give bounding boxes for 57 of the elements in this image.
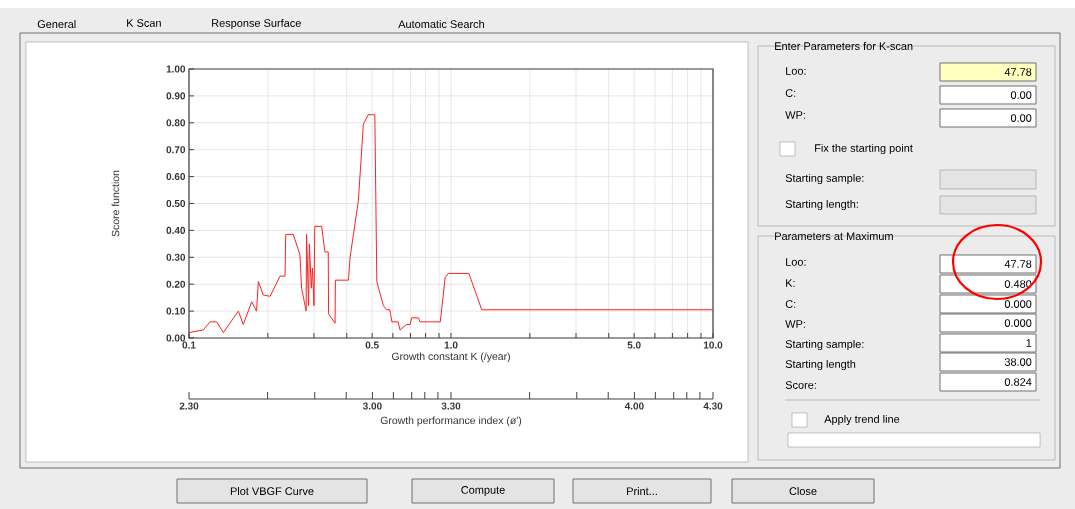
x2-tick-label: 4.00 [624,402,644,410]
text: WP: [785,320,805,328]
text: Compute [461,486,505,496]
text: K Scan [127,19,161,27]
text: 0.00 [1010,91,1032,99]
text: C: [785,89,796,97]
x-tick-label: 10.0 [703,341,723,349]
x2-axis-title: Growth performance index (ø') [380,416,522,427]
y-tick-label: 0.40 [166,226,186,234]
text: Print... [627,486,657,496]
text: 0.000 [1004,319,1032,327]
y-tick-label: 0.20 [166,280,186,288]
text: 47.78 [1004,260,1032,268]
y-tick-label: 0.00 [166,334,186,342]
text: Close [789,486,817,496]
text: C: [785,300,796,308]
text: Fix the starting point [815,143,913,155]
text: Automatic Search [398,19,484,29]
y-tick-label: 0.10 [166,307,186,315]
text: WP: [785,111,805,119]
y-tick-label: 0.30 [166,253,186,261]
text: General [37,19,76,29]
text: K: [786,279,795,287]
text: Loo: [786,67,806,75]
text: 38.00 [1004,358,1032,366]
x2-tick-label: 3.30 [441,402,461,410]
text: Enter Parameters for K-scan [775,41,913,51]
y-tick-label: 0.90 [166,92,186,100]
y-tick-label: 0.70 [166,146,186,154]
y-tick-label: 0.80 [166,119,186,127]
text: 0.824 [1004,378,1032,386]
text: 0.00 [1010,114,1032,122]
x2-tick-label: 3.00 [362,402,382,410]
text: 47.78 [1004,68,1032,76]
text: Starting sample: [785,339,864,351]
text: Score: [785,381,816,389]
text: Starting length: [785,199,858,211]
text: Apply trend line [824,414,900,426]
text: 1 [1026,339,1032,347]
x2-tick-label: 2.30 [179,402,199,410]
y-tick-label: 0.60 [166,173,186,181]
x-tick-label: 5.0 [627,341,641,349]
x-tick-label: 1.0 [444,341,458,349]
text: 0.000 [1004,300,1032,308]
y-tick-label: 0.50 [166,199,186,208]
y-axis-title: Score function [111,170,120,237]
text: Response Surface [212,18,301,30]
text: Starting sample: [785,173,864,185]
text: Loo: [786,258,806,266]
text: Starting length [785,359,856,371]
text: Plot VBGF Curve [230,486,314,496]
y-tick-label: 1.00 [166,65,186,73]
x-tick-label: 0.1 [182,341,196,349]
x-tick-label: 0.5 [365,341,379,349]
x2-tick-label: 4.30 [703,402,723,410]
x-axis-title: Growth constant K (/year) [391,352,510,363]
text: Parameters at Maximum [775,231,893,241]
